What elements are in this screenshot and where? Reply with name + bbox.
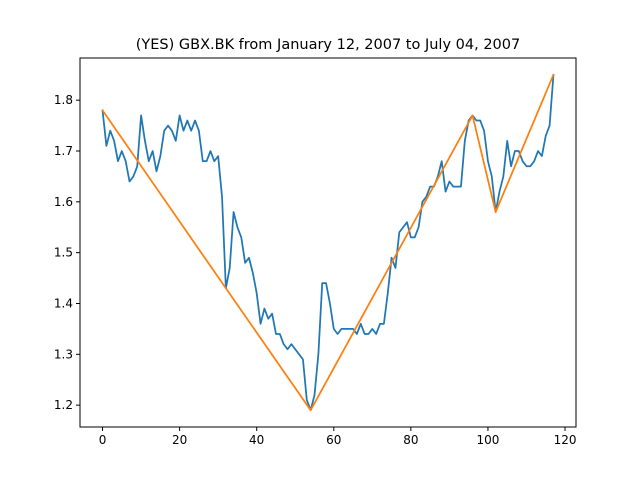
y-tick-label: 1.8 [54,93,73,107]
x-tick-label: 100 [476,433,499,447]
y-tick-label: 1.6 [54,195,73,209]
x-tick-label: 0 [99,433,107,447]
y-tick-label: 1.4 [54,296,73,310]
series-line-2 [101,73,555,412]
y-tick-label: 1.5 [54,246,73,260]
y-tick-label: 1.7 [54,144,73,158]
chart-title: (YES) GBX.BK from January 12, 2007 to Ju… [136,37,520,53]
plot-area-frame [79,57,577,428]
x-tick-label: 20 [172,433,187,447]
series-lines [101,73,555,412]
x-tick-label: 120 [554,433,577,447]
x-tick-label: 40 [249,433,264,447]
y-tick-label: 1.3 [54,347,73,361]
x-tick-label: 80 [403,433,418,447]
series-line-1 [101,73,555,412]
axis-ticks: 0 20 40 60 80 100 120 1.2 1.3 1.4 1.5 1.6 1.7 1.8 [54,93,577,447]
y-tick-label: 1.2 [54,398,73,412]
x-tick-label: 60 [326,433,341,447]
